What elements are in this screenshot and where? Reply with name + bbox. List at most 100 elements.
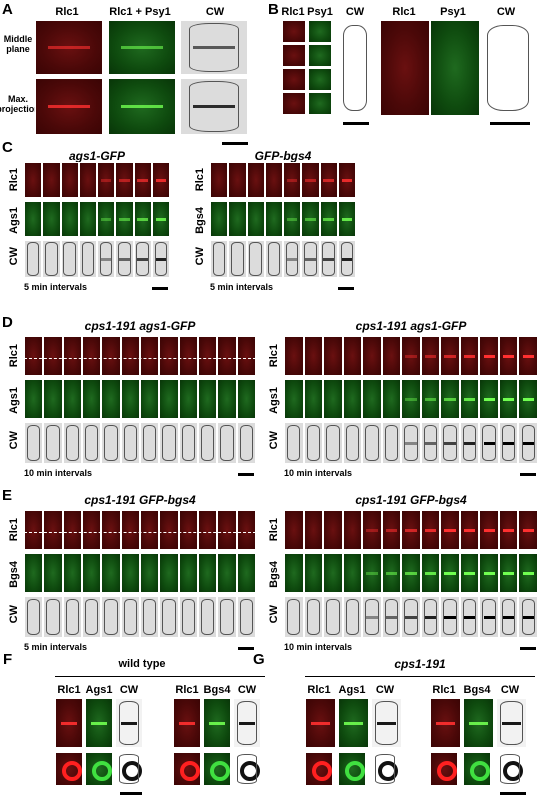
micrograph xyxy=(82,553,102,593)
micrograph xyxy=(43,596,63,638)
micrograph xyxy=(264,201,283,237)
micrograph xyxy=(430,698,461,748)
micrograph xyxy=(338,752,366,786)
micrograph xyxy=(120,422,140,464)
micrograph xyxy=(43,422,63,464)
scale-bar xyxy=(152,287,168,290)
scale-bar xyxy=(238,647,254,650)
micrograph xyxy=(338,698,369,748)
label: CW xyxy=(119,684,139,696)
micrograph xyxy=(120,336,140,376)
micrograph xyxy=(217,379,237,419)
micrograph xyxy=(430,752,458,786)
label: CW xyxy=(205,6,225,18)
micrograph xyxy=(210,240,229,278)
micrograph xyxy=(323,553,343,593)
scale-bar xyxy=(520,647,536,650)
micrograph xyxy=(479,553,499,593)
micrograph xyxy=(120,596,140,638)
micrograph xyxy=(337,201,356,237)
scale-bar xyxy=(238,473,254,476)
micrograph xyxy=(371,698,402,748)
micrograph xyxy=(284,336,304,376)
micrograph xyxy=(140,379,160,419)
micrograph xyxy=(498,553,519,593)
interval-label: 10 min intervals xyxy=(284,468,353,478)
micrograph xyxy=(108,78,176,135)
micrograph xyxy=(518,336,538,376)
label: Rlc1 xyxy=(175,684,199,696)
micrograph xyxy=(173,752,201,786)
label: CW xyxy=(496,6,516,18)
micrograph xyxy=(159,422,179,464)
scale-bar xyxy=(500,792,526,795)
scale-bar xyxy=(338,287,354,290)
micrograph xyxy=(217,553,237,593)
micrograph xyxy=(319,240,338,278)
micrograph xyxy=(342,422,363,464)
strain-title: cps1-191 GFP-bgs4 xyxy=(84,493,196,507)
micrograph xyxy=(198,422,218,464)
scale-bar xyxy=(490,122,530,125)
micrograph xyxy=(217,510,237,550)
micrograph xyxy=(24,553,44,593)
row-label: Bgs4 xyxy=(194,207,206,234)
panel-label: E xyxy=(2,487,13,504)
micrograph xyxy=(101,553,121,593)
label: CW xyxy=(375,684,395,696)
micrograph xyxy=(342,510,363,550)
micrograph xyxy=(518,379,538,419)
panel-label: B xyxy=(268,1,279,18)
label: Bgs4 xyxy=(203,684,231,696)
micrograph xyxy=(236,510,256,550)
micrograph xyxy=(24,336,44,376)
label: Rlc1 xyxy=(55,6,79,18)
row-label: Bgs4 xyxy=(268,561,280,588)
micrograph xyxy=(140,596,160,638)
micrograph xyxy=(479,510,499,550)
micrograph xyxy=(43,510,63,550)
micrograph xyxy=(282,68,306,91)
micrograph xyxy=(342,553,363,593)
label: CW xyxy=(345,6,365,18)
micrograph xyxy=(133,240,152,278)
micrograph xyxy=(440,510,460,550)
label: Max. projection xyxy=(0,94,40,114)
micrograph xyxy=(198,596,218,638)
micrograph xyxy=(151,240,170,278)
micrograph xyxy=(140,336,160,376)
micrograph xyxy=(283,162,302,198)
micrograph xyxy=(198,510,218,550)
interval-label: 5 min intervals xyxy=(210,282,274,292)
micrograph xyxy=(301,240,320,278)
micrograph xyxy=(371,752,399,786)
micrograph xyxy=(210,162,229,198)
strain-title: cps1-191 ags1-GFP xyxy=(355,319,467,333)
micrograph xyxy=(323,596,343,638)
micrograph xyxy=(43,336,63,376)
micrograph xyxy=(440,379,460,419)
interval-label: 10 min intervals xyxy=(284,642,353,652)
micrograph xyxy=(479,379,499,419)
micrograph xyxy=(305,698,336,748)
micrograph xyxy=(308,68,332,91)
micrograph xyxy=(440,553,460,593)
micrograph xyxy=(308,44,332,67)
micrograph xyxy=(362,336,382,376)
micrograph xyxy=(420,422,441,464)
micrograph xyxy=(459,596,480,638)
micrograph xyxy=(479,336,499,376)
scale-bar xyxy=(520,473,536,476)
dashed-line xyxy=(24,358,256,359)
micrograph xyxy=(236,379,256,419)
label: Psy1 xyxy=(307,6,333,18)
micrograph xyxy=(362,379,382,419)
micrograph xyxy=(498,336,519,376)
label: Bgs4 xyxy=(463,684,491,696)
micrograph xyxy=(381,553,402,593)
micrograph xyxy=(498,510,519,550)
micrograph xyxy=(62,510,82,550)
row-label: Ags1 xyxy=(268,387,280,414)
label: CW xyxy=(500,684,520,696)
